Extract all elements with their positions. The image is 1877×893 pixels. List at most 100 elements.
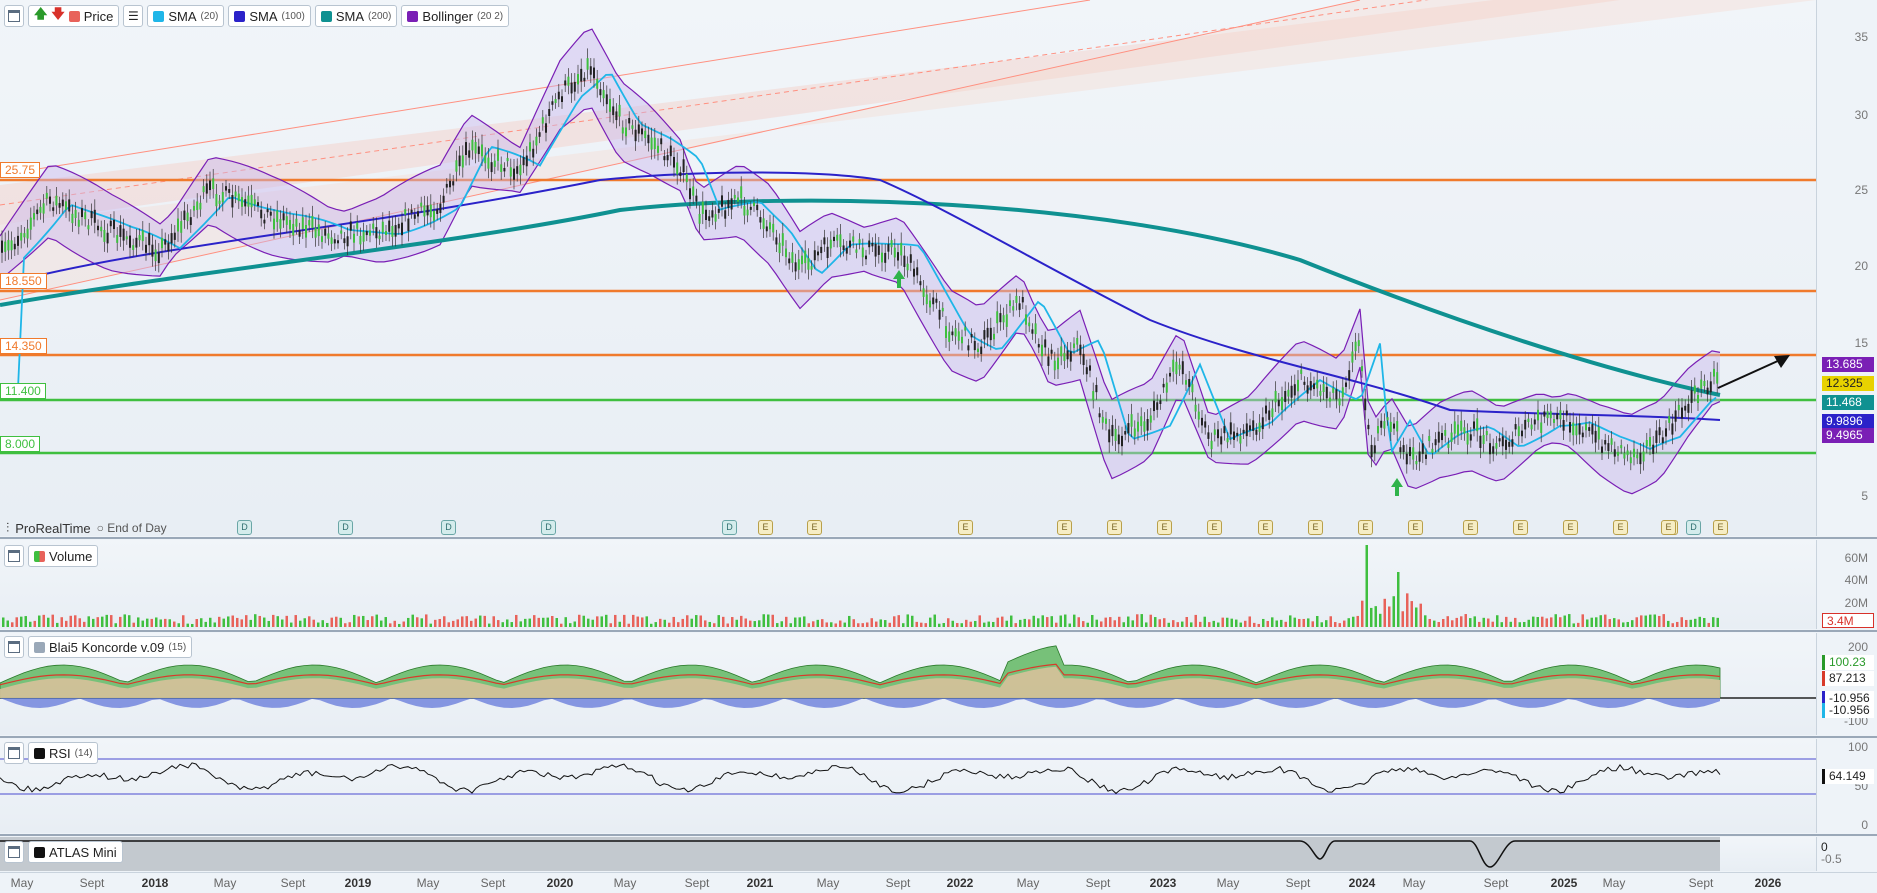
candle-body xyxy=(1300,369,1303,374)
candle-body xyxy=(1050,349,1053,354)
volume-bar xyxy=(191,623,194,627)
candle-body xyxy=(292,223,295,236)
window-button[interactable] xyxy=(4,742,24,764)
candle-body xyxy=(1357,340,1360,347)
volume-bar xyxy=(1311,621,1314,627)
earnings-event-icon[interactable]: E xyxy=(958,520,973,535)
candle-body xyxy=(93,209,96,223)
rsi-indicator-button[interactable]: RSI (14) xyxy=(28,742,99,764)
earnings-event-icon[interactable]: E xyxy=(807,520,822,535)
koncorde-pane[interactable]: Blai5 Koncorde v.09 (15) 200 100 -100 10… xyxy=(0,633,1877,735)
pane-separator[interactable] xyxy=(0,834,1877,836)
candle-body xyxy=(573,81,576,92)
atlas-pane[interactable]: ATLAS Mini 0 -0.5 xyxy=(0,837,1877,871)
window-button[interactable] xyxy=(4,545,24,567)
volume-bar xyxy=(1005,620,1008,627)
dividend-event-icon[interactable]: D xyxy=(541,520,556,535)
window-button[interactable] xyxy=(4,841,24,863)
earnings-event-icon[interactable]: E xyxy=(1661,520,1676,535)
dividend-event-icon[interactable]: D xyxy=(237,520,252,535)
price-plot[interactable]: 25.75 18.550 14.350 11.400 8.000 ⫶ ProRe… xyxy=(0,0,1816,536)
rsi-plot[interactable] xyxy=(0,739,1816,833)
window-button[interactable] xyxy=(4,5,24,27)
price-y-axis[interactable]: 35 30 25 20 15 5 13.685 12.325 11.468 9.… xyxy=(1816,0,1877,536)
y-tick: 35 xyxy=(1854,30,1868,44)
koncorde-plot[interactable] xyxy=(0,633,1816,735)
pane-separator[interactable] xyxy=(0,630,1877,632)
indicator-sma100[interactable]: SMA (100) xyxy=(228,5,311,27)
indicator-bollinger[interactable]: Bollinger (20 2) xyxy=(401,5,510,27)
candle-body xyxy=(586,58,589,70)
volume-bar xyxy=(186,623,189,627)
volume-bar xyxy=(668,622,671,627)
candle-body xyxy=(119,225,122,237)
candle-body xyxy=(1607,443,1610,451)
earnings-event-icon[interactable]: E xyxy=(1513,520,1528,535)
volume-bar xyxy=(51,614,54,627)
earnings-event-icon[interactable]: E xyxy=(1408,520,1423,535)
dividend-event-icon[interactable]: D xyxy=(1686,520,1701,535)
price-chart-svg[interactable] xyxy=(0,0,1816,536)
x-axis[interactable]: May Sept 2018 May Sept 2019 May Sept 2020 May Sept… xyxy=(0,872,1877,893)
earnings-event-icon[interactable]: E xyxy=(1258,520,1273,535)
dividend-event-icon[interactable]: D xyxy=(338,520,353,535)
dividend-event-icon[interactable]: D xyxy=(441,520,456,535)
pane-separator[interactable] xyxy=(0,736,1877,738)
earnings-event-icon[interactable]: E xyxy=(1613,520,1628,535)
candle-body xyxy=(1121,435,1123,447)
koncorde-y-axis[interactable]: 200 100 -100 100.23 87.213 -10.956 -10.9… xyxy=(1816,633,1877,735)
earnings-event-icon[interactable]: E xyxy=(1563,520,1578,535)
candle-body xyxy=(1114,428,1117,441)
candle-body xyxy=(26,228,29,239)
candle-body xyxy=(1530,424,1533,430)
earnings-event-icon[interactable]: E xyxy=(1057,520,1072,535)
candle-body xyxy=(1377,426,1379,434)
volume-bar xyxy=(933,614,936,627)
pane-separator[interactable] xyxy=(0,537,1877,539)
volume-bar xyxy=(1698,616,1701,627)
earnings-event-icon[interactable]: E xyxy=(1207,520,1222,535)
earnings-event-icon[interactable]: E xyxy=(1308,520,1323,535)
window-button[interactable] xyxy=(4,636,24,658)
koncorde-indicator-button[interactable]: Blai5 Koncorde v.09 (15) xyxy=(28,636,193,658)
price-pane[interactable]: 25.75 18.550 14.350 11.400 8.000 ⫶ ProRe… xyxy=(0,0,1877,536)
dividend-event-icon[interactable]: D xyxy=(722,520,737,535)
price-button[interactable]: 🡅 🡇 Price xyxy=(28,5,120,27)
volume-bar xyxy=(209,617,212,627)
volume-plot[interactable] xyxy=(0,540,1816,629)
indicator-param: (200) xyxy=(368,10,392,22)
candle-body xyxy=(135,237,138,248)
volume-bar xyxy=(1640,615,1643,627)
volume-y-axis[interactable]: 60M 40M 20M 3.4M xyxy=(1816,540,1877,629)
candle-body xyxy=(1057,357,1059,370)
indicator-sma200[interactable]: SMA (200) xyxy=(314,5,398,27)
candle-body xyxy=(269,211,272,216)
volume-bar xyxy=(1590,617,1593,627)
atlas-y-axis[interactable]: 0 -0.5 xyxy=(1816,837,1877,871)
earnings-event-icon[interactable]: E xyxy=(1713,520,1728,535)
atlas-indicator-button[interactable]: ATLAS Mini xyxy=(28,841,123,863)
x-month-label: May xyxy=(613,876,637,890)
volume-bar xyxy=(992,621,995,627)
indicator-param: (20) xyxy=(200,10,219,22)
candle-body xyxy=(1245,423,1248,437)
candle-body xyxy=(769,222,771,230)
rsi-y-axis[interactable]: 100 50 0 64.149 xyxy=(1816,739,1877,833)
volume-pane[interactable]: Volume 60M 40M 20M 3.4M xyxy=(0,540,1877,629)
atlas-plot[interactable] xyxy=(0,837,1816,871)
indicator-sma20[interactable]: SMA (20) xyxy=(147,5,225,27)
candle-body xyxy=(97,225,99,231)
volume-bar xyxy=(137,617,140,627)
earnings-event-icon[interactable]: E xyxy=(1157,520,1172,535)
list-icon[interactable]: ☰ xyxy=(123,5,144,27)
candle-body xyxy=(84,212,87,220)
earnings-event-icon[interactable]: E xyxy=(1107,520,1122,535)
volume-indicator-button[interactable]: Volume xyxy=(28,545,99,567)
price-swatch-icon xyxy=(68,10,80,22)
earnings-event-icon[interactable]: E xyxy=(758,520,773,535)
volume-bar xyxy=(677,622,680,627)
candle-body xyxy=(461,155,464,168)
earnings-event-icon[interactable]: E xyxy=(1463,520,1478,535)
rsi-pane[interactable]: RSI (14) 100 50 0 64.149 xyxy=(0,739,1877,833)
earnings-event-icon[interactable]: E xyxy=(1358,520,1373,535)
